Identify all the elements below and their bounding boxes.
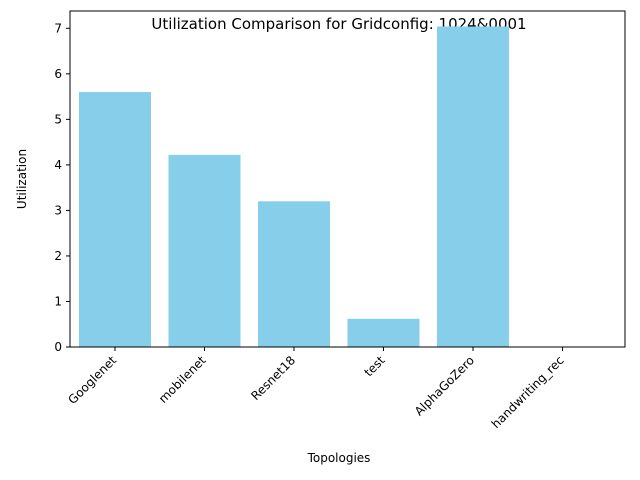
- bar-alphagozero: [437, 26, 509, 347]
- plot-frame: [70, 11, 625, 347]
- y-tick-label: 7: [54, 21, 62, 35]
- y-tick-label: 6: [54, 67, 62, 81]
- bars-group: [79, 26, 509, 347]
- x-axis-label: Topologies: [307, 451, 371, 465]
- y-tick-label: 5: [54, 112, 62, 126]
- bar-resnet18: [258, 201, 330, 347]
- x-tick-label: handwriting_rec: [489, 353, 567, 431]
- x-tick-label: mobilenet: [156, 353, 209, 406]
- bar-mobilenet: [169, 155, 241, 347]
- x-axis: Googlenet mobilenet Resnet18 test AlphaGoZer…: [65, 347, 566, 431]
- bar-googlenet: [79, 92, 151, 347]
- bar-test: [348, 319, 420, 347]
- y-tick-label: 0: [54, 340, 62, 354]
- x-tick-label: Resnet18: [248, 353, 298, 403]
- y-tick-label: 4: [54, 158, 62, 172]
- y-axis: 0 1 2 3 4 5 6 7: [54, 21, 70, 354]
- y-tick-label: 2: [54, 249, 62, 263]
- y-tick-label: 3: [54, 203, 62, 217]
- x-tick-label: test: [361, 353, 387, 379]
- x-tick-label: AlphaGoZero: [412, 353, 477, 418]
- x-tick-label: Googlenet: [65, 353, 119, 407]
- y-axis-label: Utilization: [15, 149, 29, 209]
- y-tick-label: 1: [54, 294, 62, 308]
